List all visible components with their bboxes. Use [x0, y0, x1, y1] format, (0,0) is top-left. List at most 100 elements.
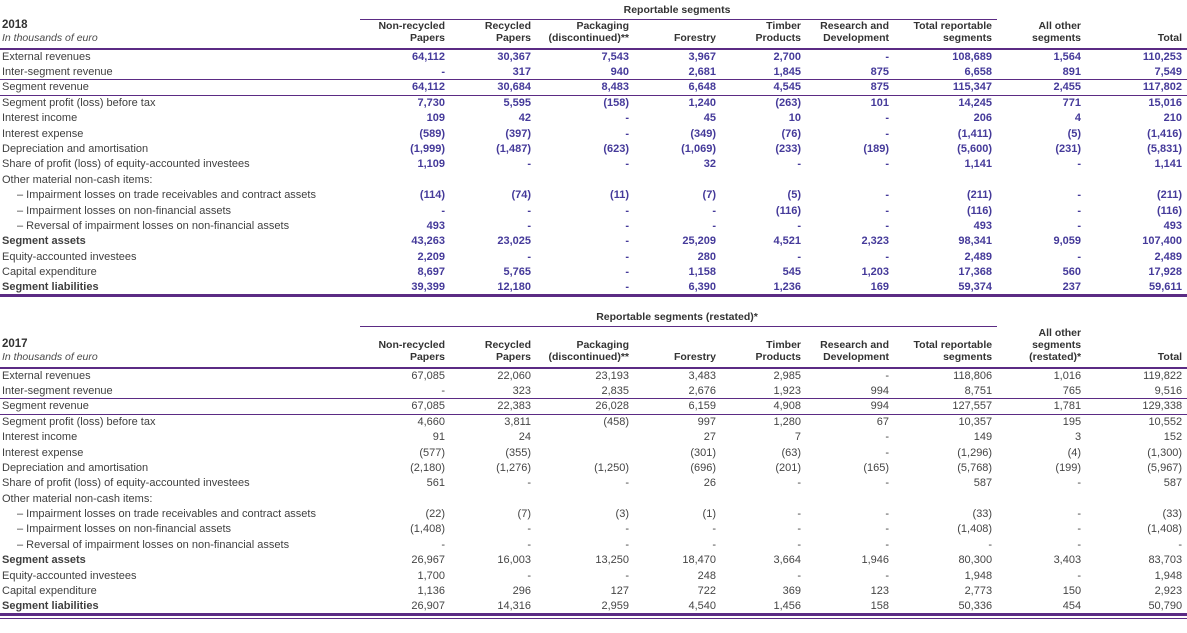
- row-label-inter-segment-revenue: Inter-segment revenue: [2, 65, 113, 78]
- value-cell: -: [797, 158, 801, 171]
- value-cell: -: [712, 523, 716, 536]
- value-cell: 64,112: [411, 51, 445, 64]
- value-cell: 587: [973, 477, 993, 490]
- value-cell: 14,316: [450, 598, 536, 616]
- value-cell: 1,946: [861, 554, 889, 567]
- value-cell: (2,180): [410, 461, 445, 474]
- value-cell: 45: [703, 112, 716, 125]
- value-cell: -: [441, 384, 445, 397]
- value-cell: 59,611: [1086, 279, 1187, 297]
- value-cell: 8,697: [417, 266, 445, 279]
- value-cell: 296: [512, 585, 531, 598]
- value-cell: 150: [1062, 585, 1082, 598]
- value-cell: [634, 491, 721, 506]
- table-row: Segment profit (loss) before tax 7,730 5,5…: [0, 95, 1187, 110]
- row-label-share-of-profit-loss-of-equity-accounted-investees: Share of profit (loss) of equity-account…: [2, 158, 250, 171]
- value-cell: 5,595: [503, 97, 531, 110]
- value-cell: 110,253: [1142, 51, 1183, 64]
- value-cell: 1,158: [688, 266, 716, 279]
- value-cell: 1,948: [1154, 569, 1183, 582]
- value-cell: 237: [997, 279, 1087, 297]
- value-cell: (623): [603, 143, 629, 156]
- col-header-total: Total: [1086, 19, 1187, 50]
- value-cell: 2,209: [417, 250, 445, 263]
- value-cell: (233): [775, 143, 801, 156]
- value-cell: 5,765: [503, 266, 531, 279]
- value-cell: 23,025: [497, 235, 531, 248]
- value-cell: 42: [518, 112, 531, 125]
- row-label-other-material-non-cash-items: Other material non-cash items:: [2, 492, 153, 505]
- value-cell: 994: [806, 398, 894, 415]
- col-header-recycled-papers: Recycled Papers: [450, 326, 536, 369]
- value-cell: (1,069): [681, 143, 716, 156]
- value-cell: 13,250: [595, 554, 629, 567]
- value-cell: 765: [1062, 384, 1082, 397]
- spacer-cell: [997, 2, 1086, 19]
- value-cell: 2,959: [536, 598, 634, 616]
- value-cell: [360, 491, 450, 506]
- value-cell: 1,141: [1154, 158, 1183, 171]
- spacer-cell: [0, 2, 360, 19]
- row-label-reversal-of-impairment-losses-on-non-financial-assets: – Reversal of impairment losses on non-f…: [17, 538, 290, 551]
- value-cell: -: [625, 477, 629, 490]
- value-cell: 83,703: [1148, 554, 1183, 567]
- table-row: – Reversal of impairment losses on non-f…: [0, 537, 1187, 552]
- col-header-timber-products: Timber Products: [721, 326, 806, 369]
- value-cell: [894, 491, 997, 506]
- table-row: – Impairment losses on non-financial ass…: [0, 203, 1187, 218]
- value-cell: 129,338: [1086, 398, 1187, 415]
- value-cell: 3,811: [504, 415, 531, 428]
- value-cell: -: [441, 65, 445, 78]
- value-cell: 64,112: [360, 79, 450, 96]
- value-cell: -: [885, 219, 889, 232]
- col-header-recycled-papers: Recycled Papers: [450, 19, 536, 50]
- row-label-interest-expense: Interest expense: [2, 127, 84, 140]
- value-cell: -: [625, 204, 629, 217]
- value-cell: -: [625, 523, 629, 536]
- value-cell: (211): [1156, 189, 1183, 202]
- value-cell: (5): [1067, 127, 1082, 140]
- value-cell: -: [885, 477, 889, 490]
- col-header-forestry: Forestry: [634, 326, 721, 369]
- row-label-segment-profit-loss-before-tax: Segment profit (loss) before tax: [2, 415, 156, 428]
- value-cell: 6,159: [634, 398, 721, 415]
- value-cell: 80,300: [958, 554, 993, 567]
- value-cell: (458): [603, 415, 629, 428]
- value-cell: (1): [702, 508, 716, 521]
- value-cell: 7,730: [417, 97, 445, 110]
- spacer-cell: [1086, 310, 1187, 327]
- value-cell: 22,060: [497, 370, 531, 383]
- value-cell: 561: [426, 477, 445, 490]
- value-cell: (1,408): [410, 523, 445, 536]
- value-cell: 4: [1074, 112, 1082, 125]
- value-cell: (263): [775, 97, 801, 110]
- table-row: External revenues 67,085 22,060 23,193 3,483…: [0, 368, 1187, 383]
- value-cell: 50,336: [894, 598, 998, 616]
- value-cell: (5,831): [1147, 143, 1183, 156]
- value-cell: (199): [1055, 461, 1082, 474]
- value-cell: -: [1178, 538, 1183, 551]
- value-cell: -: [885, 189, 889, 202]
- value-cell: 4,540: [634, 598, 721, 616]
- value-cell: 3,664: [773, 554, 801, 567]
- value-cell: -: [527, 477, 531, 490]
- row-label-segment-liabilities: Segment liabilities: [0, 279, 360, 297]
- value-cell: (7): [517, 508, 531, 521]
- col-header-research-and-development: Research and Development: [806, 326, 894, 369]
- table-row: Equity-accounted investees 1,700 - - 248 - - 1,…: [0, 568, 1187, 583]
- value-cell: 117,802: [1086, 79, 1187, 96]
- row-label-reversal-of-impairment-losses-on-non-financial-assets: – Reversal of impairment losses on non-f…: [17, 219, 290, 232]
- table-caption-cell: 2017 In thousands of euro: [0, 326, 360, 369]
- segment-table-2018: Reportable segments 2018 In thousands of e…: [0, 2, 1187, 297]
- table-row: Depreciation and amortisation (2,180) (1,2…: [0, 460, 1187, 475]
- value-cell: 2,923: [1154, 585, 1183, 598]
- year-label: 2018: [2, 19, 28, 31]
- value-cell: 195: [1062, 415, 1082, 428]
- value-cell: (231): [1055, 143, 1082, 156]
- value-cell: (1,416): [1147, 127, 1183, 140]
- value-cell: -: [625, 569, 629, 582]
- value-cell: -: [885, 508, 889, 521]
- value-cell: -: [885, 523, 889, 536]
- value-cell: (1,408): [957, 523, 993, 536]
- value-cell: (116): [1156, 204, 1183, 217]
